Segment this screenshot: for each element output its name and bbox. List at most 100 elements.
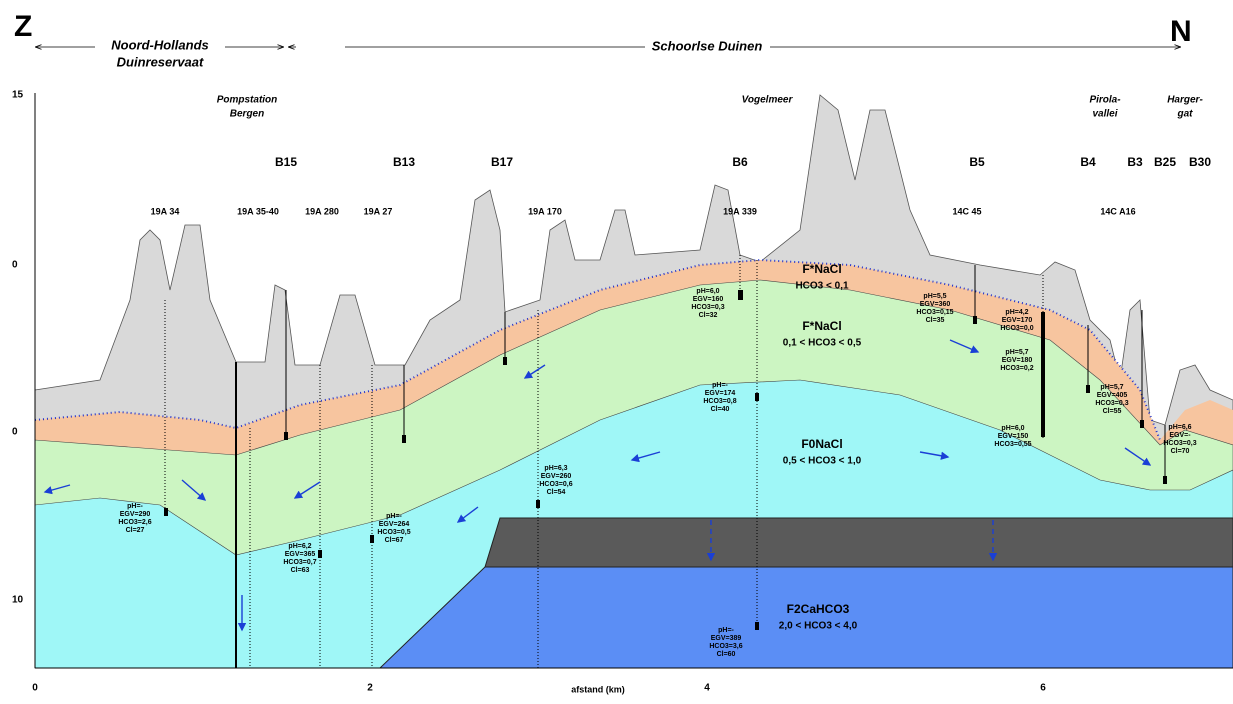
borehole-label: B5	[969, 155, 985, 169]
sample-chemistry: pH=-	[712, 382, 728, 389]
x-title: afstand (km)	[571, 684, 625, 694]
place-label: Vogelmeer	[742, 95, 794, 106]
sample-chemistry: EGV=174	[705, 390, 736, 397]
water-type-range: HCO3 < 0,1	[795, 281, 849, 292]
sample-chemistry: Cl=40	[711, 406, 730, 413]
wells	[164, 255, 1166, 668]
place-label: gat	[1177, 109, 1194, 120]
borehole-label: B13	[393, 155, 415, 169]
place-label: Bergen	[230, 109, 264, 120]
sample-chemistry: EGV=170	[1002, 317, 1033, 324]
sample-chemistry: HCO3=0,3	[1163, 440, 1196, 447]
sample-chemistry: EGV=360	[920, 301, 951, 308]
sample-chemistry: pH=5,7	[1005, 349, 1028, 356]
borehole-label: B25	[1154, 155, 1176, 169]
sample-chemistry: pH=5,5	[923, 293, 946, 300]
sample-chemistry: Cl=27	[126, 527, 145, 534]
y-label: 10	[12, 595, 24, 606]
x-label: 6	[1040, 683, 1046, 694]
filter	[402, 435, 406, 443]
sample-chemistry: pH=6,3	[544, 465, 567, 472]
flow-arrow	[456, 506, 479, 523]
filter	[318, 550, 322, 558]
filter	[973, 316, 977, 324]
left-letter: Z	[14, 10, 32, 43]
sample-chemistry: pH=6,2	[288, 543, 311, 550]
sample-chemistry: Cl=35	[926, 317, 945, 324]
sample-chemistry: HCO3=0,2	[1000, 365, 1033, 372]
water-type: F*NaCl	[802, 262, 841, 276]
sample-chemistry: pH=-	[718, 627, 734, 634]
flow-arrow	[181, 479, 207, 501]
filter	[738, 290, 743, 300]
borehole-label: B4	[1080, 155, 1096, 169]
filter	[1163, 476, 1167, 484]
filter	[503, 357, 507, 365]
sample-chemistry: HCO3=0,3	[1095, 400, 1128, 407]
sample-chemistry: HCO3=2,6	[118, 519, 151, 526]
region-label: Noord-Hollands	[111, 37, 209, 52]
y-label: 0	[12, 260, 18, 271]
sample-id: 19A 280	[305, 206, 339, 216]
sample-chemistry: Cl=32	[699, 312, 718, 319]
filter	[1140, 420, 1144, 428]
flow-arrow	[630, 451, 661, 463]
sample-chemistry: EGV=389	[711, 635, 742, 642]
sample-chemistry: EGV=365	[285, 551, 316, 558]
deep-layer-blue	[378, 566, 1233, 669]
sample-id: 19A 170	[528, 206, 562, 216]
borehole-label: B17	[491, 155, 513, 169]
sample-chemistry: EGV=290	[120, 511, 151, 518]
sample-chemistry: HCO3=0,7	[283, 559, 316, 566]
clay-layer	[484, 517, 1233, 568]
filter	[1086, 385, 1090, 393]
filter	[755, 393, 759, 401]
flow-arrows	[43, 339, 1152, 632]
flow-arrow	[43, 484, 71, 495]
water-type-range: 2,0 < HCO3 < 4,0	[779, 621, 858, 632]
sample-chemistry: pH=4,2	[1005, 309, 1028, 316]
sample-chemistry: pH=-	[386, 513, 402, 520]
sample-chemistry: Cl=54	[547, 489, 566, 496]
sample-id: 19A 35-40	[237, 206, 279, 216]
flow-arrow	[293, 481, 321, 499]
region-label: Schoorlse Duinen	[652, 38, 763, 53]
sample-chemistry: pH=5,7	[1100, 384, 1123, 391]
sample-chemistry: pH=6,0	[1001, 425, 1024, 432]
dotted-wells	[164, 255, 1044, 668]
sample-chemistry: EGV=264	[379, 521, 410, 528]
sample-chemistry: pH=6,0	[696, 288, 719, 295]
filters	[164, 290, 1167, 630]
sample-chemistry: EGV=160	[693, 296, 724, 303]
sample-chemistry: Cl=60	[717, 651, 736, 658]
y-label: 0	[12, 427, 18, 438]
sample-chemistry: EGV=-	[1169, 432, 1191, 439]
right-letter: N	[1170, 15, 1192, 48]
water-type-range: 0,5 < HCO3 < 1,0	[783, 456, 862, 467]
sample-chemistry: EGV=150	[998, 433, 1029, 440]
water-type: F*NaCl	[802, 319, 841, 333]
filter	[755, 622, 759, 630]
sample-chemistry: EGV=260	[541, 473, 572, 480]
filter	[1041, 312, 1045, 437]
filter	[536, 500, 540, 508]
x-label: 0	[32, 683, 38, 694]
place-label: Harger-	[1167, 95, 1203, 106]
sample-chemistry: EGV=180	[1002, 357, 1033, 364]
borehole-label: B6	[732, 155, 748, 169]
sample-chemistry: Cl=67	[385, 537, 404, 544]
water-type: F2CaHCO3	[787, 602, 850, 616]
borehole-label: B30	[1189, 155, 1211, 169]
x-label: 2	[367, 683, 373, 694]
sample-chemistry: Cl=55	[1103, 408, 1122, 415]
flow-arrow	[1124, 447, 1152, 466]
place-label: Pirola-	[1089, 95, 1121, 106]
water-table	[34, 258, 1161, 441]
sample-chemistry: pH=-	[127, 503, 143, 510]
x-label: 4	[704, 683, 710, 694]
flow-arrow	[919, 451, 950, 460]
sample-chemistry: HCO3=0,55	[994, 441, 1031, 448]
filter	[284, 432, 288, 440]
water-type: F0NaCl	[801, 437, 842, 451]
